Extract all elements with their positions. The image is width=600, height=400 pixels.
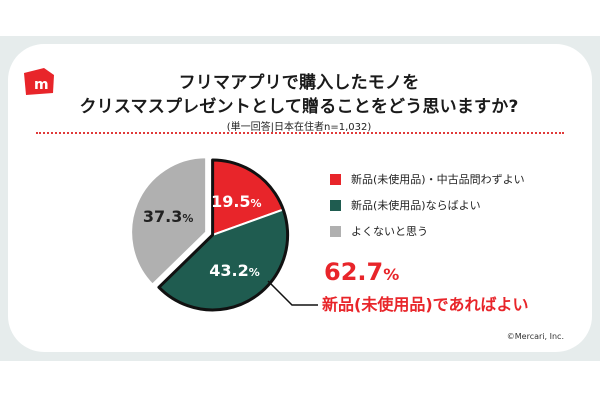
highlight-text: 新品(未使用品)であればよい (322, 295, 529, 314)
slice-label-0: 19.5% (211, 192, 262, 211)
highlight-number: 62.7 (324, 258, 384, 286)
highlight-outline (157, 158, 290, 312)
sample-note: (単一回答|日本在住者n=1,032) (226, 122, 372, 133)
chart-title-line1: フリマアプリで購入したモノを (178, 73, 420, 93)
callout-line (267, 280, 318, 306)
pie-slice-2 (130, 156, 208, 286)
legend-swatch-red (330, 173, 341, 185)
slice-label-2: 37.3% (143, 207, 194, 226)
copyright: ©Mercari, Inc. (506, 332, 564, 341)
legend-label-green: 新品(未使用品)ならばよい (351, 199, 481, 212)
legend-item-red: 新品(未使用品)・中古品問わずよい (330, 170, 525, 188)
dotted-divider (36, 132, 564, 134)
svg-text:m: m (34, 77, 49, 93)
legend-item-green: 新品(未使用品)ならばよい (330, 196, 525, 214)
slice-label-1: 43.2% (209, 261, 260, 280)
legend-swatch-gray (330, 225, 341, 237)
mercari-logo-icon: m (24, 68, 54, 95)
highlight-unit: % (383, 265, 400, 284)
chart-title-line2: クリスマスプレゼントとして贈ることをどう思いますか? (79, 97, 519, 117)
legend-item-gray: よくないと思う (330, 222, 525, 240)
chart-card (8, 44, 592, 352)
legend-label-red: 新品(未使用品)・中古品問わずよい (351, 173, 525, 186)
legend: 新品(未使用品)・中古品問わずよい 新品(未使用品)ならばよい よくないと思う (330, 170, 525, 248)
legend-swatch-green (330, 199, 341, 211)
legend-label-gray: よくないと思う (351, 225, 428, 238)
highlight-value: 62.7% (324, 258, 399, 286)
